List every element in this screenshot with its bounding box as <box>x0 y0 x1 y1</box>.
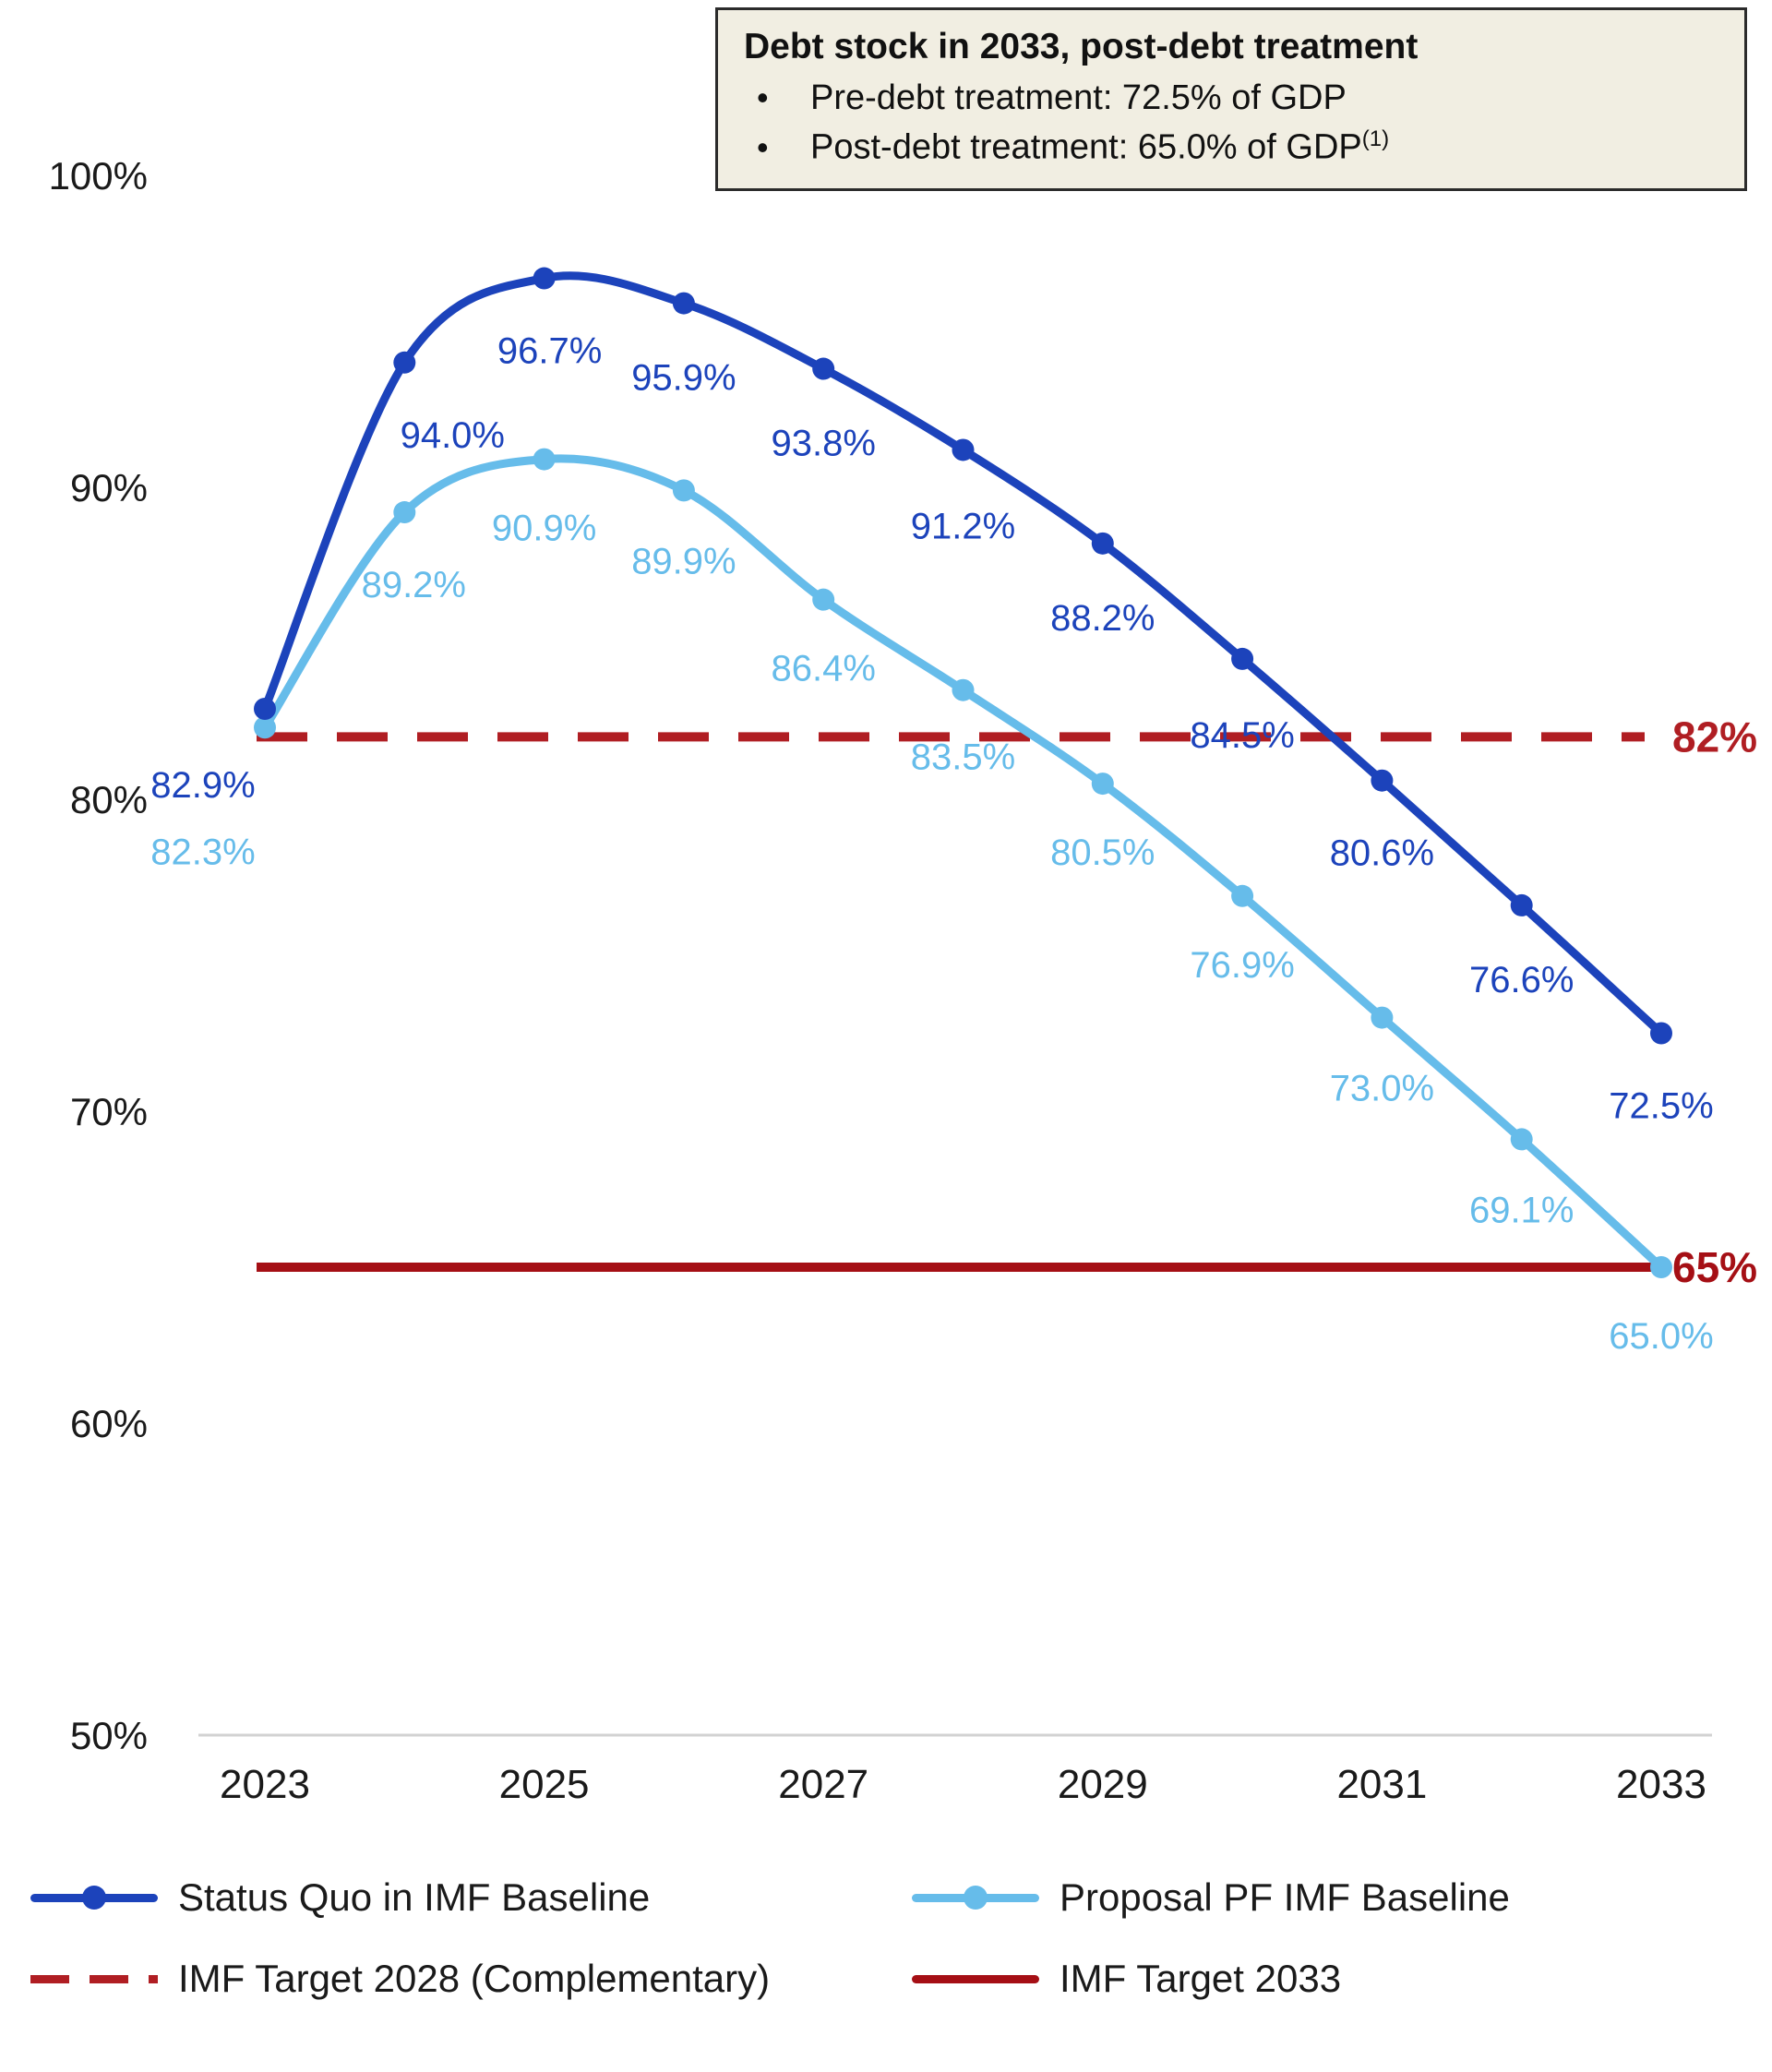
y-axis-tick-label: 100% <box>49 154 148 198</box>
series-line-proposal <box>260 454 1666 1272</box>
data-point <box>952 678 975 701</box>
data-label: 94.0% <box>401 415 505 456</box>
legend-item-status-quo: Status Quo in IMF Baseline <box>30 1875 912 1920</box>
data-label: 76.6% <box>1469 960 1574 1000</box>
bullet-2-text: Post-debt treatment: 65.0% of GDP(1) <box>810 126 1390 167</box>
info-box-bullet-1: • Pre-debt treatment: 72.5% of GDP <box>744 78 1718 120</box>
data-label: 91.2% <box>911 506 1015 546</box>
data-point <box>1091 773 1114 796</box>
data-point <box>672 479 695 502</box>
data-label: 89.9% <box>631 541 736 581</box>
data-label: 76.9% <box>1190 945 1294 986</box>
data-label: 95.9% <box>631 358 736 399</box>
data-point <box>254 716 276 739</box>
data-label: 83.5% <box>911 737 1015 778</box>
data-point <box>812 588 835 611</box>
data-point <box>1231 647 1254 670</box>
data-label: 82.9% <box>150 765 255 806</box>
data-label: 86.4% <box>771 649 875 689</box>
data-label: 88.2% <box>1050 598 1155 639</box>
data-point <box>1510 1128 1533 1151</box>
solid-line-marker-icon <box>912 1966 1039 1992</box>
y-axis-tick-label: 50% <box>70 1714 148 1757</box>
data-point <box>393 501 416 524</box>
data-point <box>1650 1022 1672 1045</box>
info-box-title: Debt stock in 2033, post-debt treatment <box>744 27 1419 66</box>
data-point <box>1650 1256 1672 1278</box>
info-box: Debt stock in 2033, post-debt treatment … <box>715 7 1747 191</box>
data-label: 89.2% <box>362 565 466 605</box>
data-label: 93.8% <box>771 424 875 464</box>
data-label: 96.7% <box>497 331 602 372</box>
legend-item-imf-target-2028: IMF Target 2028 (Complementary) <box>30 1957 912 2001</box>
legend-item-imf-target-2033: IMF Target 2033 <box>912 1957 1747 2001</box>
data-point <box>254 697 276 720</box>
x-axis-tick-label: 2025 <box>499 1762 590 1807</box>
x-axis-tick-label: 2027 <box>778 1762 868 1807</box>
legend-label-status-quo: Status Quo in IMF Baseline <box>178 1875 651 1919</box>
chart-legend: Status Quo in IMF Baseline Proposal PF I… <box>30 1875 1747 2001</box>
y-axis-tick-label: 60% <box>70 1402 148 1445</box>
proposal-line-marker-icon <box>912 1885 1039 1910</box>
data-point <box>393 351 416 374</box>
data-point <box>533 267 556 290</box>
legend-label-imf-target-2028: IMF Target 2028 (Complementary) <box>178 1957 771 2000</box>
data-point <box>533 448 556 471</box>
data-point <box>1371 769 1394 792</box>
data-label: 65.0% <box>1609 1316 1713 1357</box>
dashed-line-marker-icon <box>30 1966 158 1992</box>
data-label: 69.1% <box>1469 1190 1574 1230</box>
x-axis-tick-label: 2023 <box>220 1762 310 1807</box>
data-label: 72.5% <box>1609 1086 1713 1127</box>
x-axis-tick-label: 2033 <box>1616 1762 1706 1807</box>
series-line-status-quo <box>260 271 1666 1037</box>
data-label: 84.5% <box>1190 715 1294 756</box>
bullet-1-text: Pre-debt treatment: 72.5% of GDP <box>810 78 1347 117</box>
data-label: 90.9% <box>492 509 596 549</box>
y-axis-tick-label: 80% <box>70 778 148 821</box>
data-point <box>952 438 975 461</box>
footnote-marker: (1) <box>1361 126 1390 152</box>
data-point <box>1231 884 1254 907</box>
bullet-icon: • <box>757 128 769 166</box>
data-point <box>1371 1006 1394 1029</box>
x-axis-tick-label: 2031 <box>1336 1762 1427 1807</box>
data-point <box>1091 532 1114 555</box>
reference-line-label: 65% <box>1672 1243 1757 1291</box>
data-point <box>812 357 835 380</box>
legend-dot <box>964 1886 988 1910</box>
reference-line-label: 82% <box>1672 713 1757 761</box>
data-point <box>1510 893 1533 916</box>
legend-line <box>30 1975 158 1983</box>
legend-label-proposal: Proposal PF IMF Baseline <box>1060 1875 1510 1919</box>
data-label: 82.3% <box>150 832 255 872</box>
data-label: 73.0% <box>1330 1069 1434 1109</box>
status-quo-line-marker-icon <box>30 1885 158 1910</box>
data-label: 80.5% <box>1050 832 1155 873</box>
data-point <box>672 292 695 315</box>
bullet-icon: • <box>757 78 769 116</box>
x-axis-tick-label: 2029 <box>1058 1762 1148 1807</box>
data-label: 80.6% <box>1330 833 1434 874</box>
legend-item-proposal: Proposal PF IMF Baseline <box>912 1875 1747 1920</box>
info-box-bullet-2: • Post-debt treatment: 65.0% of GDP(1) <box>744 126 1718 169</box>
legend-dot <box>82 1886 106 1910</box>
y-axis-tick-label: 70% <box>70 1090 148 1133</box>
legend-label-imf-target-2033: IMF Target 2033 <box>1060 1957 1342 2000</box>
legend-line <box>912 1975 1039 1983</box>
y-axis-tick-label: 90% <box>70 466 148 509</box>
